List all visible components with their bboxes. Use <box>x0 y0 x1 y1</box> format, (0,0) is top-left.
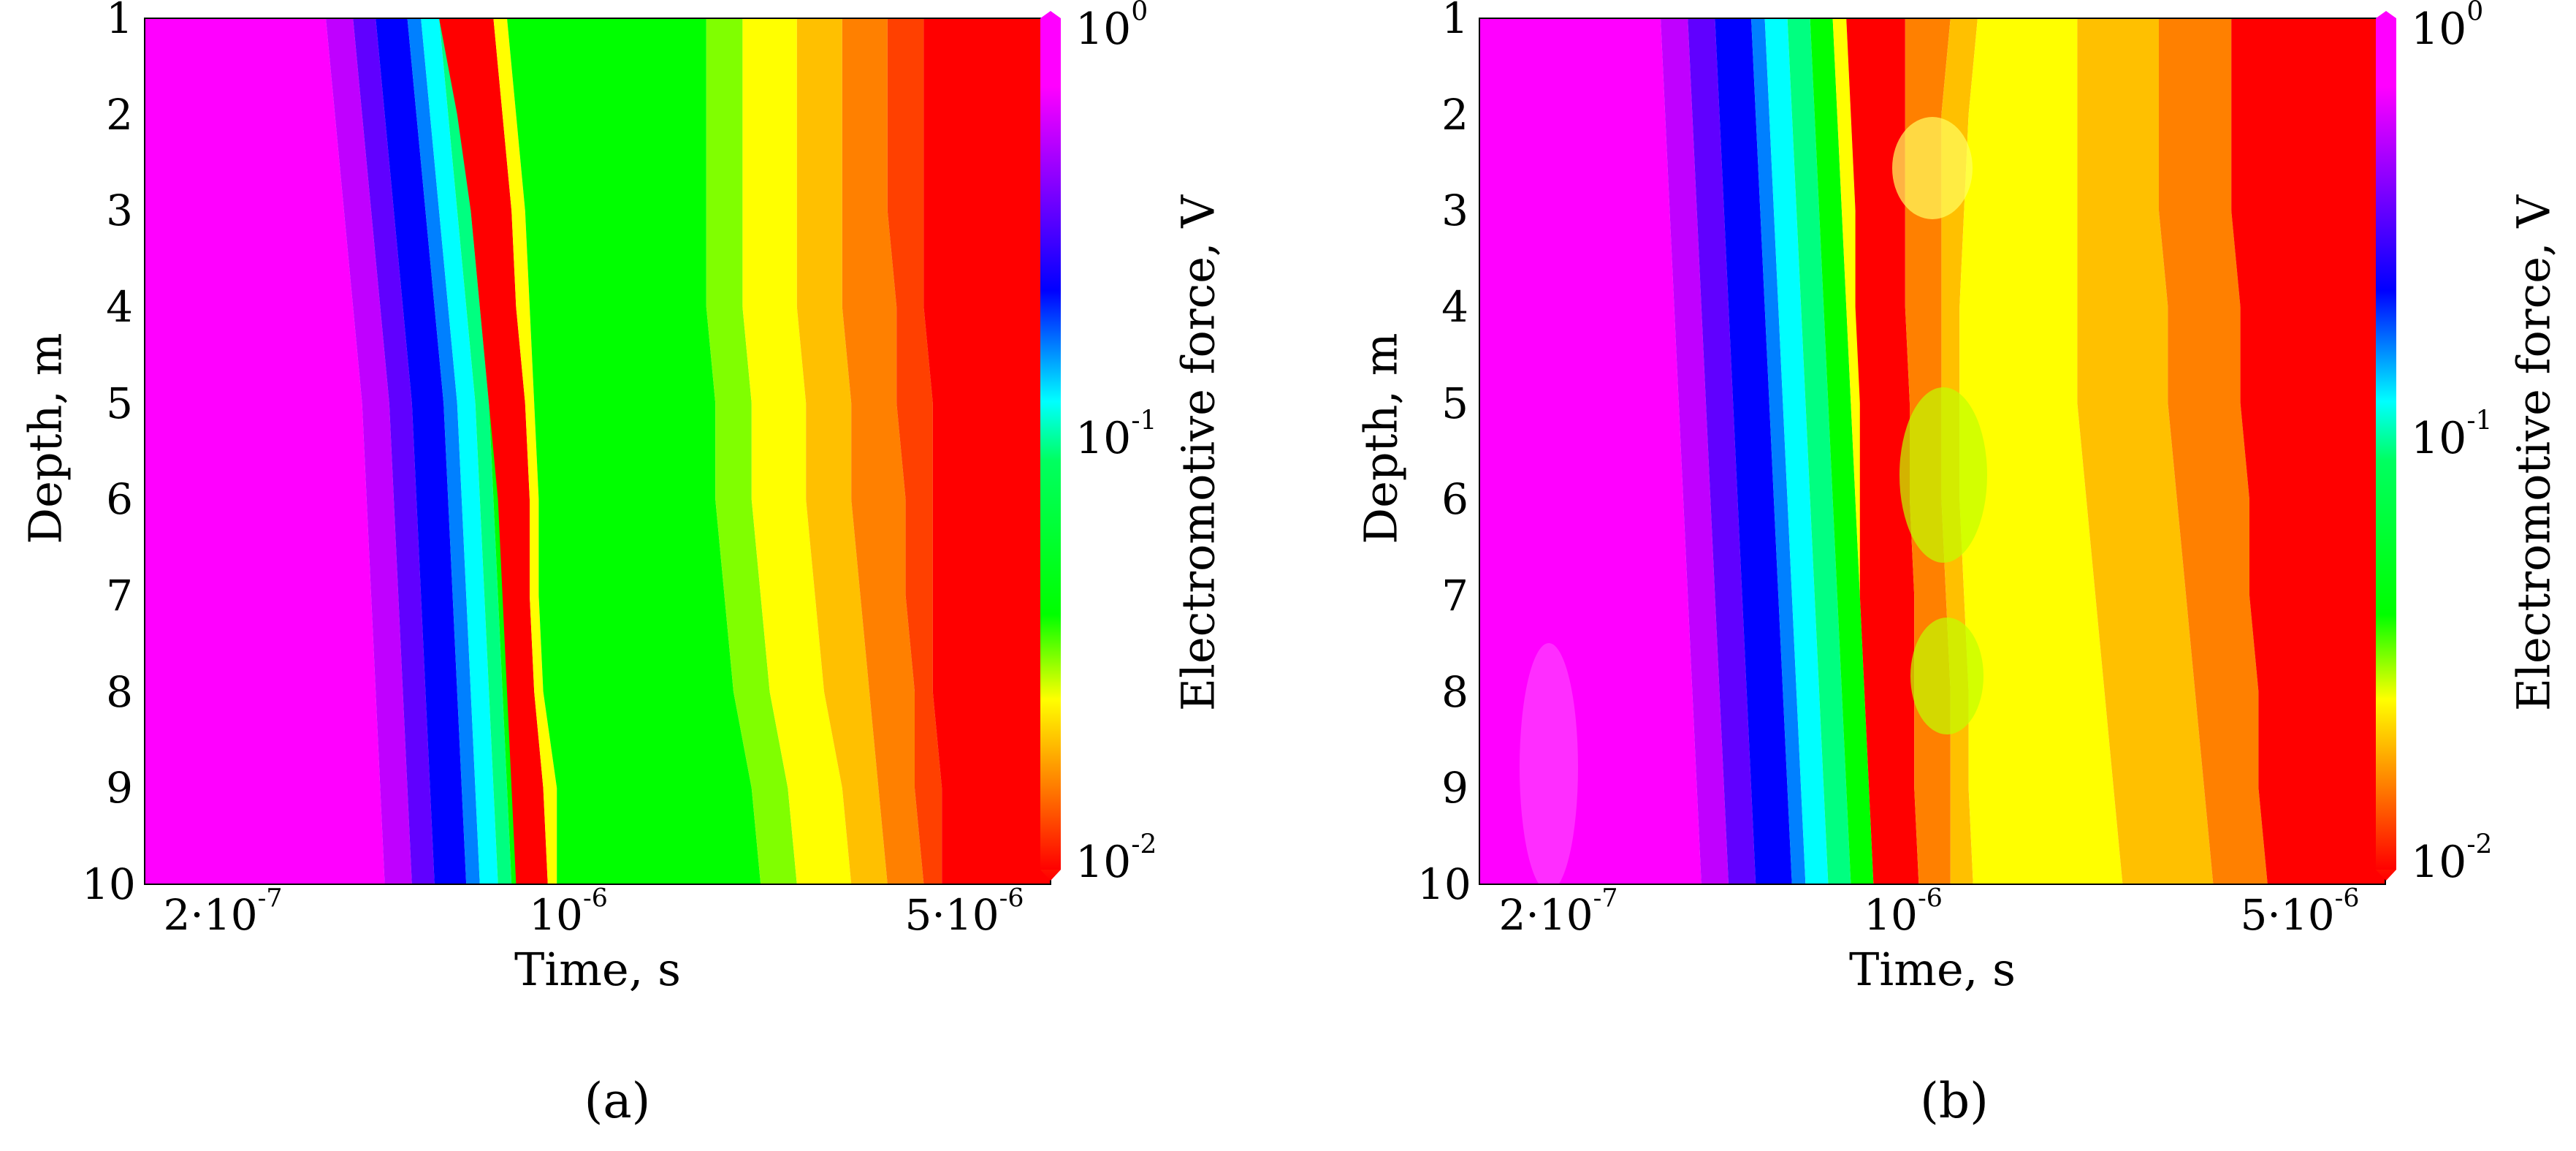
x-tick-b-2: 5·10-6 <box>2240 884 2360 940</box>
heatmap-a-band-11 <box>507 18 761 884</box>
heatmap-b-band-13 <box>2077 18 2214 884</box>
y-tick-a-8: 8 <box>106 666 133 717</box>
y-tick-a-9: 9 <box>106 763 133 813</box>
colorbar-tick-b-top: 100 <box>2411 0 2484 55</box>
heatmap-a-band-17 <box>923 18 1051 884</box>
heatmap-b-band-1 <box>1661 18 1729 884</box>
y-tick-b-3: 3 <box>1441 186 1468 236</box>
y-tick-b-9: 9 <box>1441 763 1468 813</box>
y-tick-b-4: 4 <box>1441 282 1468 332</box>
heatmap-a-band-0 <box>145 18 385 884</box>
heatmap-b-band-14 <box>2159 18 2268 884</box>
x-tick-a-1: 10-6 <box>529 884 608 940</box>
heatmap-b-blob-1 <box>1899 387 1987 563</box>
y-tick-b-6: 6 <box>1441 474 1468 525</box>
heatmap-a-band-3 <box>376 18 467 884</box>
y-tick-b-8: 8 <box>1441 666 1468 717</box>
x-axis-label-b: Time, s <box>1849 943 2016 996</box>
heatmap-a-band-9 <box>439 18 548 884</box>
y-tick-b-2: 2 <box>1441 89 1468 140</box>
caption-b: (b) <box>1920 1073 1989 1129</box>
y-tick-b-10: 10 <box>1417 859 1471 909</box>
heatmap-b-band-4 <box>1751 18 1806 884</box>
heatmap-a-band-5 <box>421 18 498 884</box>
heatmap-a-band-16 <box>887 18 942 884</box>
y-tick-a-5: 5 <box>106 378 133 428</box>
y-tick-a-3: 3 <box>106 186 133 236</box>
y-axis-label-a: Depth, m <box>18 333 72 544</box>
heatmap-a <box>144 18 1051 885</box>
x-tick-a-2: 5·10-6 <box>904 884 1024 940</box>
colorbar-tick-b-mid: 10-1 <box>2411 406 2493 464</box>
y-tick-b-5: 5 <box>1441 378 1468 428</box>
y-tick-a-1: 1 <box>106 0 133 43</box>
heatmap-b-blob-2 <box>1910 618 1984 734</box>
colorbar-tick-b-bottom: 10-2 <box>2411 829 2493 888</box>
y-tick-a-4: 4 <box>106 282 133 332</box>
colorbar-b <box>2376 11 2396 881</box>
heatmap-a-band-13 <box>742 18 852 884</box>
colorbar-tick-a-top: 100 <box>1075 0 1148 55</box>
colorbar-label-a: Electromotive force, V <box>1171 194 1225 712</box>
heatmap-b-band-7 <box>1810 18 1874 884</box>
y-axis-label-b: Depth, m <box>1354 333 1408 544</box>
colorbar-a <box>1040 11 1061 881</box>
heatmap-b-blob-3 <box>1520 643 1578 884</box>
heatmap-a-band-4 <box>407 18 480 884</box>
heatmap-b <box>1479 18 2386 885</box>
heatmap-b-band-9 <box>1846 18 1919 884</box>
x-tick-a-0: 2·10-7 <box>163 884 283 940</box>
x-tick-b-1: 10-6 <box>1864 884 1943 940</box>
y-tick-a-2: 2 <box>106 89 133 140</box>
heatmap-b-band-3 <box>1715 18 1792 884</box>
heatmap-a-band-6 <box>439 18 512 884</box>
heatmap-a-band-1 <box>326 18 412 884</box>
heatmap-b-band-12 <box>1959 18 2123 884</box>
x-axis-label-a: Time, s <box>514 943 681 996</box>
caption-a: (a) <box>584 1073 651 1129</box>
heatmap-b-band-6 <box>1787 18 1851 884</box>
colorbar-tick-a-mid: 10-1 <box>1075 406 1157 464</box>
heatmap-a-band-10 <box>493 18 557 884</box>
heatmap-a-band-15 <box>842 18 924 884</box>
y-tick-a-10: 10 <box>82 859 136 909</box>
colorbar-tick-a-bottom: 10-2 <box>1075 829 1157 888</box>
heatmap-b-blob-0 <box>1892 117 1973 219</box>
heatmap-a-band-14 <box>796 18 888 884</box>
heatmap-b-band-2 <box>1688 18 1756 884</box>
x-tick-b-0: 2·10-7 <box>1498 884 1618 940</box>
y-tick-b-7: 7 <box>1441 571 1468 620</box>
y-tick-a-6: 6 <box>106 474 133 525</box>
heatmap-b-band-15 <box>2231 18 2385 884</box>
heatmap-a-band-2 <box>353 18 435 884</box>
y-tick-a-7: 7 <box>106 571 133 620</box>
heatmap-b-band-5 <box>1764 18 1829 884</box>
colorbar-label-b: Electromotive force, V <box>2507 194 2561 712</box>
y-tick-b-1: 1 <box>1441 0 1468 43</box>
